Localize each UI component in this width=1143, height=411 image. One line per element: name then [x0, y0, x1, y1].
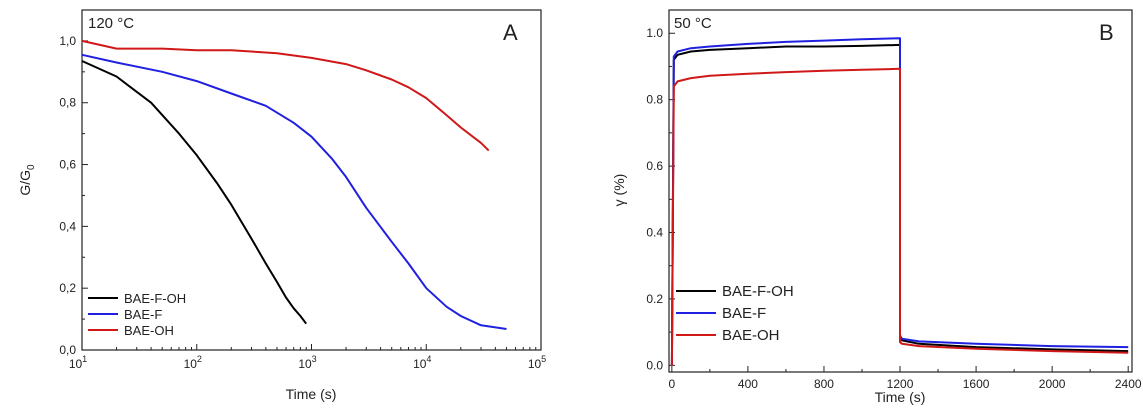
- panel-b-x-axis-title: Time (s): [875, 389, 926, 405]
- panel-b-chart: 0 400 800 1200 1600 2000 2400 0.0 0.2 0.4 0.6 0.8 1.…: [611, 9, 1142, 405]
- panel-a-legend-label: BAE-F-OH: [124, 291, 186, 306]
- panel-a-letter: A: [503, 20, 518, 45]
- panel-a-y-axis-title-sub: 0: [26, 164, 37, 170]
- panel-b-x-tick-label: 1200: [887, 377, 914, 391]
- panel-b-ticks: 0 400 800 1200 1600 2000 2400 0.0 0.2 0.4 0.6 0.8 1.…: [646, 26, 1142, 391]
- panel-a-y-tick-label: 0,0: [59, 343, 76, 357]
- panel-a-x-tick-label-base: 10: [184, 357, 198, 371]
- panel-a-y-tick-label: 0,6: [59, 158, 76, 172]
- panel-b-y-tick-label: 0.0: [646, 358, 663, 372]
- panel-a-x-tick-label: 101: [69, 354, 87, 371]
- panel-b-y-tick-label: 1.0: [646, 26, 663, 40]
- panel-b-series-bae-f-oh: [670, 43, 1129, 366]
- panel-a-x-tick-label-exp: 3: [312, 354, 317, 364]
- panel-a-series: [81, 39, 507, 330]
- panel-a-x-tick-label-exp: 2: [197, 354, 202, 364]
- panel-a-y-tick-label: 0,2: [59, 281, 76, 295]
- panel-b-legend: BAE-F-OH BAE-F BAE-OH: [676, 283, 794, 344]
- panel-b-series-bae-f: [670, 37, 1129, 366]
- panel-b-x-tick-label: 400: [738, 377, 758, 391]
- panel-a-series-bae-f: [81, 53, 507, 330]
- panel-b-series: [670, 37, 1129, 366]
- panel-a-y-tick-label: 0,4: [59, 219, 76, 233]
- panel-a-x-tick-label-base: 10: [528, 357, 542, 371]
- panel-b-y-tick-label: 0.6: [646, 159, 663, 173]
- panel-a-temperature-label: 120 °C: [88, 15, 134, 32]
- panel-b-y-tick-label: 0.2: [646, 292, 663, 306]
- panel-a-series-bae-f-oh: [81, 60, 307, 325]
- panel-b-x-tick-label: 0: [669, 377, 676, 391]
- panel-a-x-tick-label: 105: [528, 354, 546, 371]
- panel-a-x-axis-title: Time (s): [286, 386, 337, 402]
- panel-a-x-tick-label-base: 10: [69, 357, 83, 371]
- panel-a-x-tick-label: 102: [184, 354, 202, 371]
- panel-b-y-tick-label: 0.8: [646, 93, 663, 107]
- panel-a-y-tick-label: 1,0: [59, 34, 76, 48]
- panel-a-y-axis-title-main: G/G: [17, 170, 33, 196]
- panel-a-x-tick-label: 104: [413, 354, 431, 371]
- panel-a-y-tick-label: 0,8: [59, 96, 76, 110]
- panel-b-x-tick-label: 2400: [1115, 377, 1142, 391]
- panel-a-x-tick-label-exp: 4: [426, 354, 431, 364]
- panel-b-y-tick-label: 0.4: [646, 226, 663, 240]
- panel-b-series-bae-oh: [670, 67, 1129, 366]
- panel-b-legend-label: BAE-F: [722, 305, 766, 322]
- panel-b-x-tick-label: 2000: [1039, 377, 1066, 391]
- panel-b-legend-label: BAE-F-OH: [722, 283, 794, 300]
- panel-a-x-tick-label-exp: 1: [82, 354, 87, 364]
- panel-a-legend-label: BAE-OH: [124, 323, 174, 338]
- panel-b-x-tick-label: 1600: [963, 377, 990, 391]
- panel-b-temperature-label: 50 °C: [674, 15, 712, 32]
- panel-b-x-tick-label: 800: [814, 377, 834, 391]
- panel-a-y-axis-title: G/G0: [17, 164, 37, 196]
- panel-b-y-axis-title: γ (%): [611, 174, 627, 207]
- panel-a-series-bae-oh: [81, 39, 490, 152]
- panel-a-legend-label: BAE-F: [124, 307, 162, 322]
- panel-b-letter: B: [1099, 20, 1114, 45]
- panel-a-x-tick-label-base: 10: [413, 357, 427, 371]
- panel-a-x-tick-label: 103: [298, 354, 316, 371]
- panel-a-x-tick-label-base: 10: [298, 357, 312, 371]
- panel-b-legend-label: BAE-OH: [722, 327, 780, 344]
- panel-a-x-tick-label-exp: 5: [541, 354, 546, 364]
